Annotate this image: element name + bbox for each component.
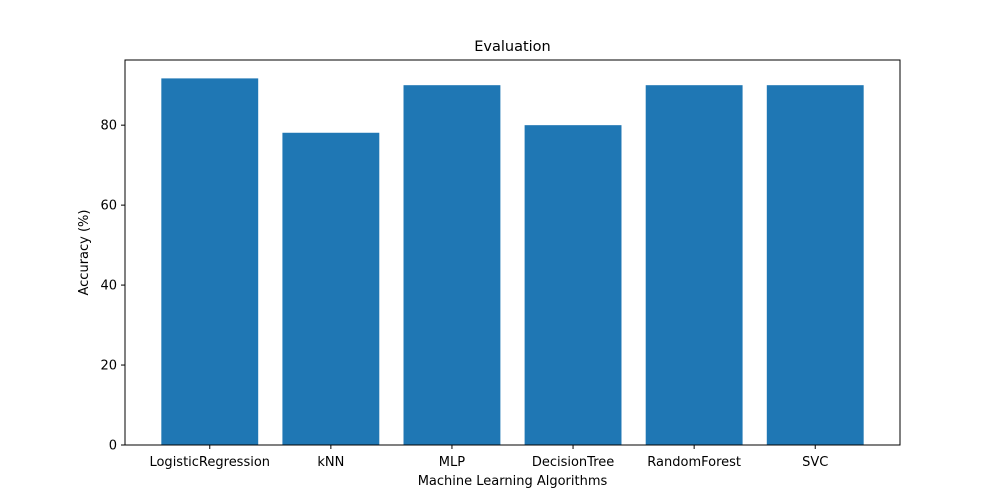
x-tick-label: SVC bbox=[802, 455, 828, 470]
bar-mlp bbox=[403, 85, 501, 445]
y-tick-label: 0 bbox=[109, 439, 117, 454]
bar-logisticregression bbox=[161, 78, 259, 446]
bars-layer bbox=[161, 78, 864, 446]
x-tick-label: kNN bbox=[317, 455, 344, 470]
bar-randomforest bbox=[645, 85, 743, 445]
bar-decisiontree bbox=[524, 125, 622, 446]
x-tick-label: LogisticRegression bbox=[149, 455, 270, 470]
y-tick-label: 40 bbox=[100, 279, 117, 294]
bar-svc bbox=[766, 85, 864, 445]
y-tick-label: 60 bbox=[100, 199, 117, 214]
bar-knn bbox=[282, 132, 380, 445]
y-axis-label: Accuracy (%) bbox=[77, 210, 92, 296]
x-axis: LogisticRegression kNN MLP DecisionTree Rand… bbox=[149, 445, 828, 470]
x-axis-label: Machine Learning Algorithms bbox=[418, 474, 608, 489]
x-tick-label: MLP bbox=[439, 455, 465, 470]
y-tick-label: 80 bbox=[100, 119, 117, 134]
y-axis: 0 20 40 60 80 bbox=[100, 119, 125, 454]
x-tick-label: RandomForest bbox=[647, 455, 741, 470]
y-tick-label: 20 bbox=[100, 359, 117, 374]
plot-area-frame bbox=[124, 59, 901, 446]
x-tick-label: DecisionTree bbox=[532, 455, 614, 470]
chart-title: Evaluation bbox=[474, 39, 551, 55]
